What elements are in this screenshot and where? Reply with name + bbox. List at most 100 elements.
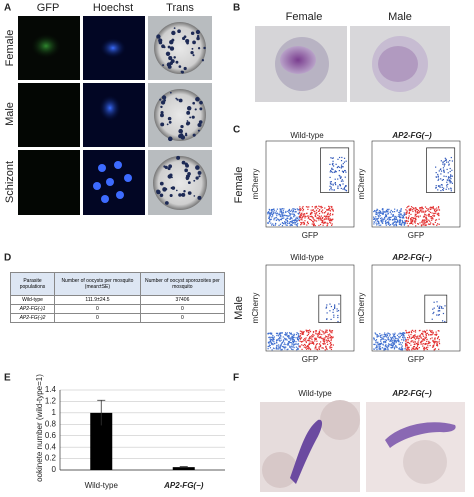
pigment <box>156 34 161 39</box>
flow-event <box>319 333 321 335</box>
flow-event <box>322 347 324 349</box>
flow-event <box>272 339 274 341</box>
flow-event <box>436 341 438 343</box>
flow-event <box>375 211 377 213</box>
flow-event <box>341 156 343 159</box>
flow-event <box>300 218 302 220</box>
flow-event <box>291 221 293 223</box>
flow-event <box>274 343 276 345</box>
flow-event <box>293 215 295 217</box>
flow-event <box>344 170 346 172</box>
flow-event <box>410 221 412 223</box>
flow-event <box>311 336 313 338</box>
flow-event <box>288 209 290 212</box>
flow-event <box>399 214 401 216</box>
flow-event <box>275 332 278 334</box>
flow-event <box>375 222 377 224</box>
flow-event <box>308 329 311 331</box>
flow-event <box>401 346 403 348</box>
flow-event <box>276 208 279 210</box>
y-tick-label: 0.4 <box>45 442 57 451</box>
flow-event <box>311 206 313 208</box>
flow-event <box>276 215 278 217</box>
flow-event <box>436 343 438 345</box>
flow-event <box>341 179 343 181</box>
flow-event <box>401 333 403 335</box>
flow-event <box>406 344 408 346</box>
flow-event <box>432 331 434 333</box>
flow-event <box>440 160 442 162</box>
flow-event <box>329 337 331 339</box>
flow-event <box>386 334 388 337</box>
flow-event <box>283 343 285 346</box>
flow-event <box>432 346 435 348</box>
flow-event <box>435 333 437 335</box>
flow-event <box>438 214 440 216</box>
flow-event <box>440 170 443 172</box>
flow-event <box>312 224 315 227</box>
flow-event <box>315 345 317 347</box>
flow-event <box>418 212 420 214</box>
flow-event <box>423 211 425 213</box>
pigment <box>160 122 165 127</box>
flow-event <box>317 336 319 338</box>
flow-event <box>429 330 432 332</box>
column-header: Female <box>286 11 323 23</box>
flow-event <box>297 340 300 342</box>
flow-event <box>323 343 325 345</box>
y-tick-label: 1.2 <box>45 397 57 406</box>
flow-event <box>318 215 320 217</box>
flow-event <box>444 320 446 323</box>
panel-label: F <box>233 373 239 384</box>
flow-event <box>289 338 291 340</box>
flow-event <box>435 171 437 174</box>
flow-event <box>319 329 321 331</box>
flow-event <box>323 219 325 221</box>
flow-event <box>428 219 430 221</box>
flow-event <box>283 208 285 210</box>
flow-event <box>419 335 421 337</box>
flow-event <box>401 347 403 350</box>
flow-event <box>392 343 394 345</box>
flow-event <box>318 333 321 335</box>
flow-event <box>287 336 289 338</box>
flow-event <box>319 345 321 348</box>
flow-event <box>337 320 339 323</box>
pigment <box>160 113 164 118</box>
flow-event <box>341 166 343 168</box>
flow-event <box>425 346 428 349</box>
table-header: Parasite populations <box>9 272 56 296</box>
flow-event <box>397 339 399 341</box>
flow-event <box>272 208 274 210</box>
flow-event <box>345 189 347 192</box>
flow-event <box>410 337 412 339</box>
flow-event <box>331 163 334 165</box>
flow-event <box>428 334 430 336</box>
flow-event <box>414 217 417 219</box>
flow-event <box>376 213 378 215</box>
flow-event <box>390 347 392 349</box>
flow-event <box>383 341 385 343</box>
flow-event <box>421 208 423 210</box>
flow-event <box>434 348 436 351</box>
flow-event <box>285 224 287 226</box>
flow-event <box>272 347 275 349</box>
flow-event <box>281 222 283 224</box>
flow-event <box>408 209 410 211</box>
pigment <box>195 165 200 170</box>
flow-event <box>324 218 326 220</box>
flow-event <box>399 216 401 219</box>
flow-event <box>332 157 334 159</box>
flow-event <box>419 210 421 212</box>
flow-event <box>287 222 289 224</box>
flow-event <box>280 211 283 213</box>
flow-event <box>384 220 387 222</box>
flow-event <box>422 208 424 210</box>
pigment <box>159 193 164 198</box>
flow-event <box>401 216 403 218</box>
flow-event <box>401 345 403 347</box>
flow-event <box>271 208 273 211</box>
flow-event <box>388 338 390 340</box>
flow-event <box>325 329 327 331</box>
flow-event <box>408 334 410 336</box>
